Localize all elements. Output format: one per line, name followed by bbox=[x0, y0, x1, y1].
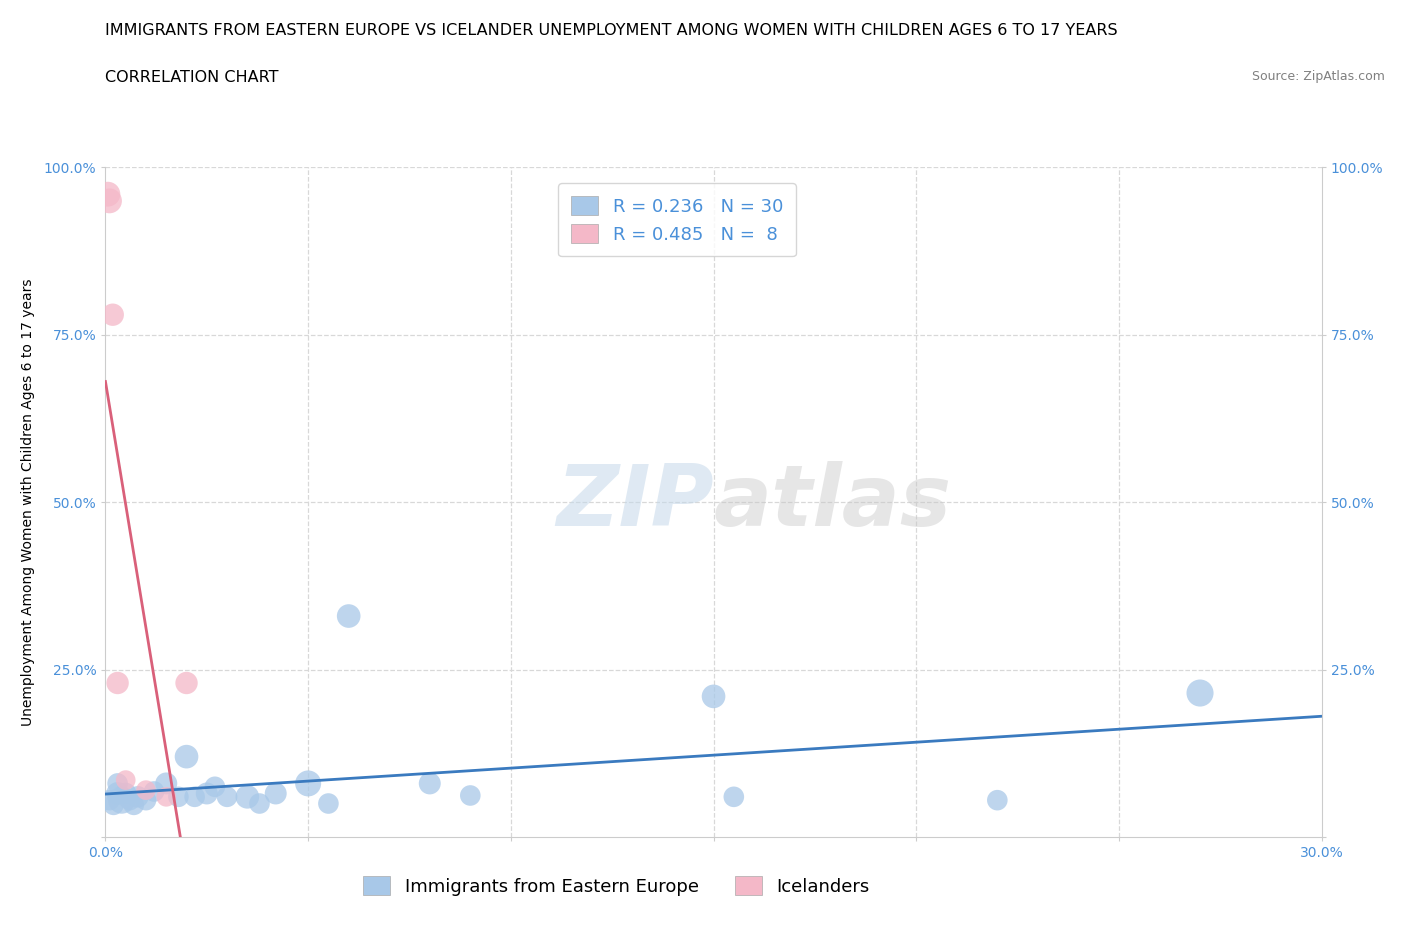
Point bbox=[101, 307, 124, 322]
Point bbox=[155, 790, 177, 804]
Point bbox=[217, 790, 239, 804]
Text: IMMIGRANTS FROM EASTERN EUROPE VS ICELANDER UNEMPLOYMENT AMONG WOMEN WITH CHILDR: IMMIGRANTS FROM EASTERN EUROPE VS ICELAN… bbox=[105, 23, 1118, 38]
Legend: Immigrants from Eastern Europe, Icelanders: Immigrants from Eastern Europe, Icelande… bbox=[350, 863, 882, 909]
Point bbox=[337, 608, 360, 623]
Point bbox=[135, 783, 157, 798]
Point bbox=[122, 797, 145, 812]
Point bbox=[297, 776, 319, 790]
Point bbox=[264, 786, 287, 801]
Point bbox=[107, 786, 129, 801]
Point bbox=[176, 750, 198, 764]
Point bbox=[1189, 685, 1212, 700]
Text: CORRELATION CHART: CORRELATION CHART bbox=[105, 70, 278, 85]
Point bbox=[195, 786, 218, 801]
Point bbox=[236, 790, 259, 804]
Point bbox=[249, 796, 271, 811]
Point bbox=[127, 790, 149, 804]
Point bbox=[986, 792, 1008, 807]
Text: atlas: atlas bbox=[713, 460, 952, 544]
Point bbox=[98, 193, 121, 208]
Text: ZIP: ZIP bbox=[555, 460, 713, 544]
Point bbox=[702, 689, 725, 704]
Point bbox=[111, 792, 134, 807]
Point bbox=[419, 776, 441, 790]
Point bbox=[723, 790, 745, 804]
Point bbox=[107, 776, 129, 790]
Point bbox=[103, 797, 125, 812]
Text: Source: ZipAtlas.com: Source: ZipAtlas.com bbox=[1251, 70, 1385, 83]
Point bbox=[318, 796, 340, 811]
Y-axis label: Unemployment Among Women with Children Ages 6 to 17 years: Unemployment Among Women with Children A… bbox=[21, 278, 35, 726]
Point bbox=[97, 187, 120, 202]
Point bbox=[458, 788, 481, 803]
Point bbox=[143, 784, 166, 799]
Point bbox=[114, 773, 136, 788]
Point bbox=[183, 790, 205, 804]
Point bbox=[118, 792, 141, 807]
Point bbox=[204, 779, 226, 794]
Point bbox=[107, 675, 129, 690]
Point bbox=[167, 790, 190, 804]
Point bbox=[98, 792, 121, 807]
Point bbox=[114, 786, 136, 801]
Point bbox=[176, 675, 198, 690]
Point bbox=[135, 792, 157, 807]
Point bbox=[155, 776, 177, 790]
